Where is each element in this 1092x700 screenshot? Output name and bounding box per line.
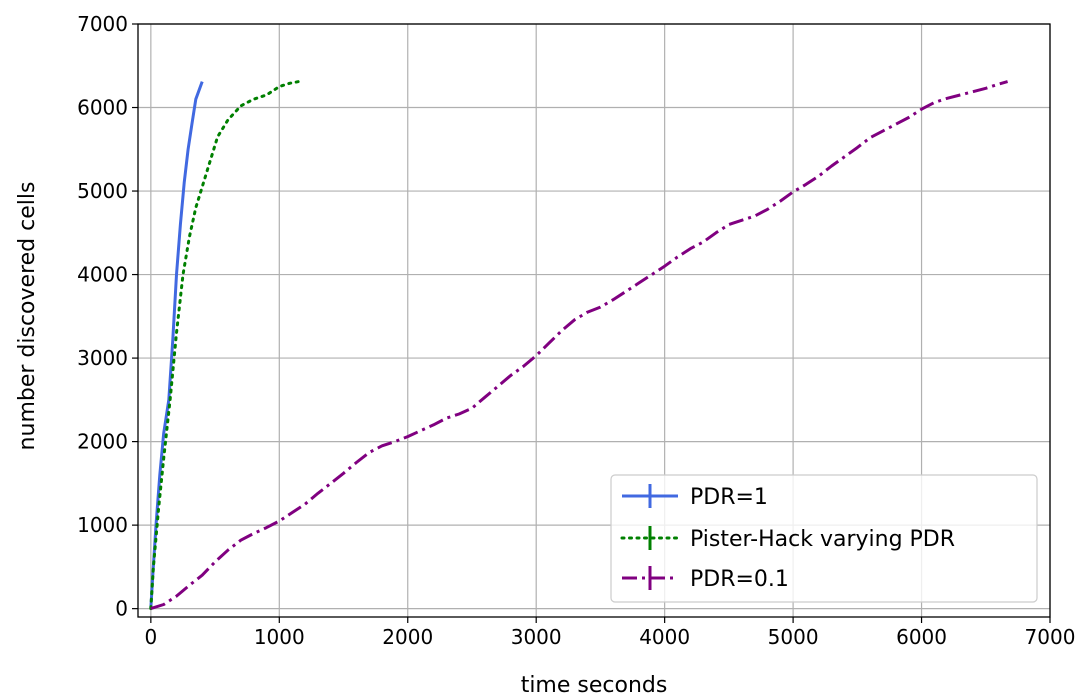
y-tick-label: 4000	[77, 263, 128, 287]
y-tick-label: 1000	[77, 513, 128, 537]
x-axis-label: time seconds	[521, 673, 668, 698]
y-tick-label: 0	[115, 597, 128, 621]
series-group	[149, 80, 1009, 611]
y-tick-label: 5000	[77, 179, 128, 203]
x-tick-label: 3000	[511, 625, 562, 649]
legend-label-3: PDR=0.1	[690, 567, 789, 592]
legend-label-2: Pister-Hack varying PDR	[690, 527, 955, 552]
x-tick-label: 6000	[896, 625, 947, 649]
y-tick-label: 7000	[77, 12, 128, 36]
x-tick-label: 1000	[254, 625, 305, 649]
series-line-2	[149, 80, 301, 611]
x-tick-label: 7000	[1025, 625, 1076, 649]
y-axis-label: number discovered cells	[15, 182, 40, 451]
x-tick-label: 0	[144, 625, 157, 649]
x-tick-label: 5000	[768, 625, 819, 649]
y-tick-label: 3000	[77, 346, 128, 370]
x-tick-label: 4000	[639, 625, 690, 649]
y-tick-label: 6000	[77, 96, 128, 120]
axis-ticks: 0 1000 2000 3000 4000 5000 6000 7000 0 1000 2000 30…	[77, 12, 1075, 649]
legend-box	[610, 474, 1038, 603]
series-line-3	[150, 80, 1009, 611]
legend-label-1: PDR=1	[690, 485, 768, 510]
plot-frame	[137, 23, 1051, 618]
y-tick-label: 2000	[77, 430, 128, 454]
legend: PDR=1 Pister-Hack varying PDR PDR=0.1	[610, 474, 1038, 603]
x-tick-label: 2000	[382, 625, 433, 649]
